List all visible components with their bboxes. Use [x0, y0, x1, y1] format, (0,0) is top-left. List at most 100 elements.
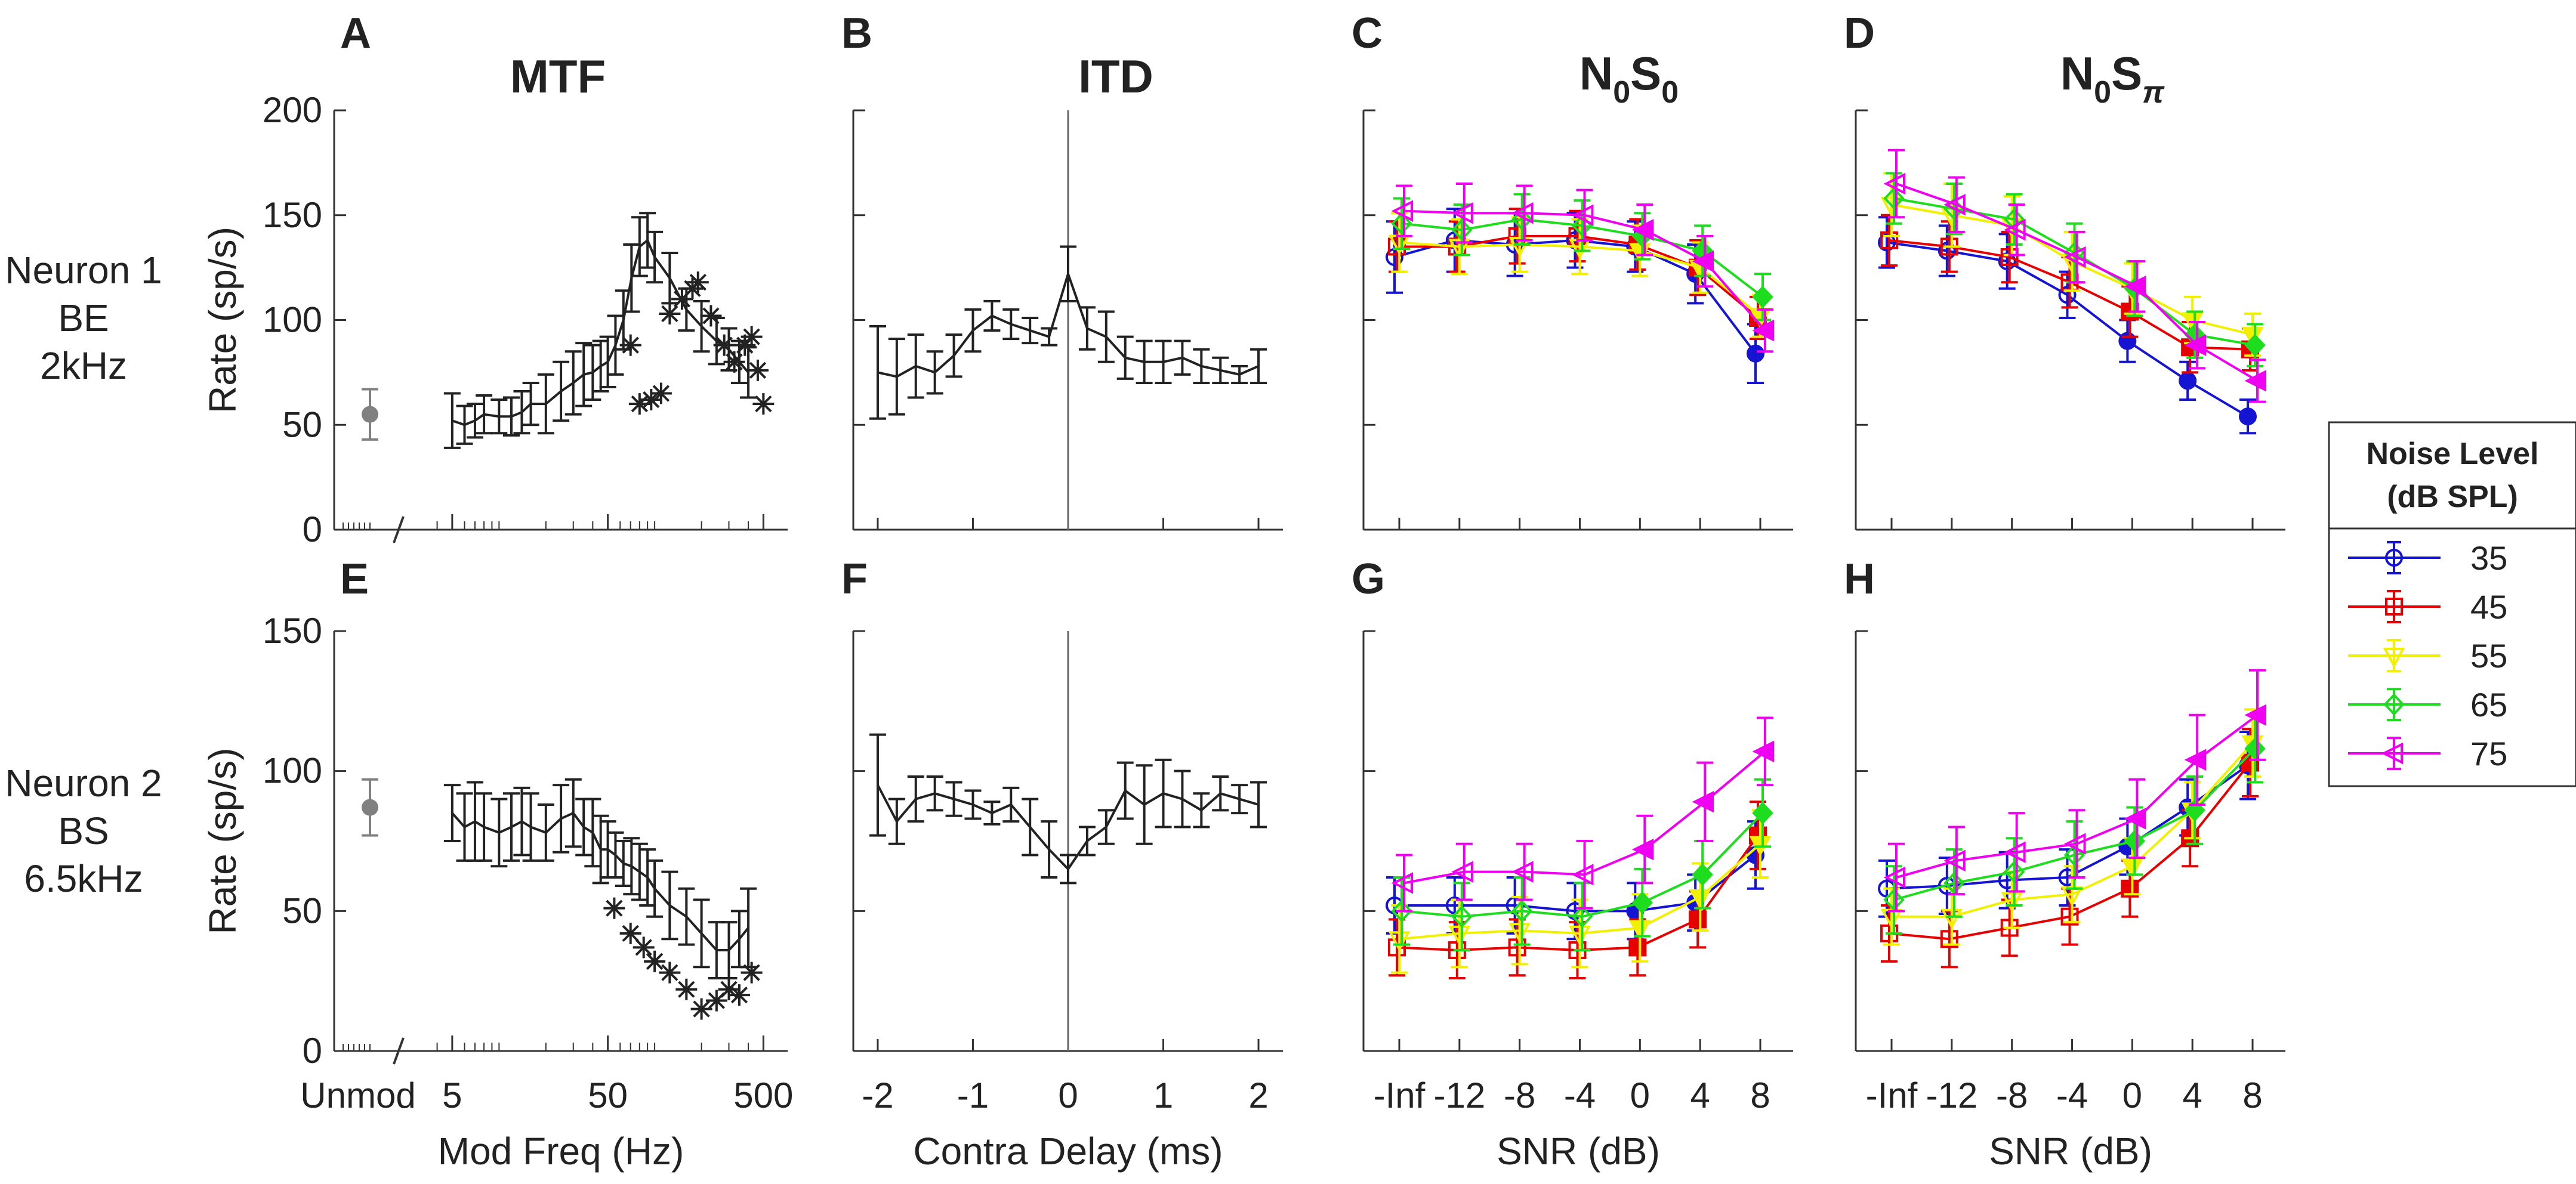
x-tick-label-unmod-E: Unmod	[300, 1075, 415, 1115]
significance-star-E-stroke	[661, 964, 678, 981]
itd-line-F	[877, 784, 1259, 871]
legend-marker-65	[2383, 693, 2405, 716]
panel-letter-H: H	[1844, 555, 1875, 603]
significance-star-A-stroke	[661, 305, 678, 323]
errorbar-35-D	[2239, 398, 2256, 435]
errorbar-65-C	[1574, 199, 1591, 252]
significance-star-E-stroke	[606, 899, 623, 917]
errorbar-75-C	[1696, 234, 1714, 288]
y-tick-label-E: 50	[282, 891, 322, 930]
errorbar-65-D	[2006, 193, 2023, 246]
legend-title-line2: (dB SPL)	[2387, 480, 2518, 514]
significance-star-E	[644, 950, 666, 972]
y-axis-label-A: Rate (sp/s)	[201, 227, 244, 413]
errorbar-75-D	[1888, 149, 1905, 219]
legend-label-45: 45	[2470, 588, 2507, 626]
y-tick-label-A: 100	[263, 300, 322, 340]
significance-star-E-stroke	[678, 981, 695, 998]
errorbar-75-D	[2189, 321, 2206, 370]
significance-star-A	[746, 359, 769, 381]
errorbar-65-D	[1886, 172, 1902, 225]
y-tick-label-E: 150	[263, 611, 322, 651]
errorbar-75-H	[2189, 713, 2206, 806]
errorbar-75-C	[1636, 203, 1653, 256]
significance-star-A	[628, 393, 650, 415]
x-tick-label-E: 500	[733, 1075, 793, 1115]
errorbar-75-D	[2128, 260, 2146, 313]
x-axis-label-G: SNR (dB)	[1497, 1130, 1660, 1173]
legend-label-55: 55	[2470, 637, 2507, 675]
errorbar-65-G	[1634, 867, 1651, 938]
errorbar-75-H	[2249, 669, 2266, 761]
significance-star-A	[713, 334, 735, 356]
x-tick-label-H: 8	[2242, 1075, 2262, 1115]
legend-entry-55: 55	[2348, 637, 2507, 675]
x-tick-label-E: 50	[588, 1075, 628, 1115]
x-tick-label-G: 4	[1690, 1075, 1710, 1115]
significance-star-E	[619, 922, 641, 944]
significance-star-A	[619, 334, 641, 356]
errorbar-75-G	[1696, 761, 1714, 842]
panel-letter-A: A	[340, 10, 371, 57]
panel-letter-C: C	[1352, 10, 1383, 57]
errorbar-75-G	[1757, 716, 1773, 787]
errorbar-75-H	[2068, 809, 2086, 879]
y-tick-label-E: 0	[303, 1031, 322, 1071]
x-tick-label-G: 0	[1630, 1075, 1650, 1115]
significance-star-E	[603, 897, 625, 919]
legend-label-75: 75	[2470, 735, 2507, 772]
x-tick-label-H: 0	[2122, 1075, 2142, 1115]
significance-star-A-stroke	[715, 336, 733, 354]
errorbar-75-G	[1636, 814, 1653, 885]
x-axis-label-F: Contra Delay (ms)	[913, 1130, 1223, 1173]
axis-break-E	[393, 1037, 405, 1065]
significance-star-E-stroke	[622, 925, 639, 942]
legend-entry-65: 65	[2348, 686, 2507, 724]
y-tick-label-E: 100	[263, 751, 322, 791]
errorbar-75-C	[1396, 184, 1412, 237]
significance-star-E	[741, 962, 763, 984]
errorbar-65-H	[2186, 775, 2204, 845]
significance-star-A	[741, 326, 763, 348]
errorbar-75-H	[1948, 826, 1965, 896]
errorbar-65-H	[1886, 865, 1902, 935]
errorbar-75-G	[1396, 854, 1412, 913]
errorbar-75-G	[1576, 840, 1593, 910]
x-tick-label-F: -2	[862, 1075, 893, 1115]
x-tick-label-H: -Inf	[1866, 1075, 1918, 1115]
legend-label-35: 35	[2470, 539, 2507, 577]
row1-line2: BE	[58, 296, 109, 339]
x-tick-label-F: -1	[957, 1075, 989, 1115]
x-tick-label-E: 5	[442, 1075, 462, 1115]
x-tick-label-H: -8	[1996, 1075, 2028, 1115]
x-axis-label-E: Mod Freq (Hz)	[438, 1130, 684, 1173]
significance-star-A-stroke	[689, 274, 707, 291]
significance-star-E	[633, 936, 655, 959]
errorbar-75-H	[2128, 778, 2146, 860]
legend: Noise Level (dB SPL) 35 45 55 65 75	[2328, 421, 2576, 787]
y-tick-label-A: 0	[303, 509, 322, 549]
errorbar-65-C	[1694, 224, 1711, 277]
x-tick-label-F: 2	[1248, 1075, 1268, 1115]
errorbar-75-C	[1576, 188, 1593, 242]
significance-star-E	[675, 978, 698, 1000]
errorbar-75-G	[1516, 842, 1533, 901]
significance-star-E-stroke	[635, 939, 652, 956]
panel-letter-B: B	[841, 10, 872, 57]
errorbar-65-C	[1634, 212, 1651, 261]
mtf-line-E	[451, 811, 749, 952]
errorbar-65-G	[1754, 778, 1771, 848]
title-n0s0: N0S0	[1579, 47, 1679, 110]
row1-line3: 2kHz	[40, 344, 127, 387]
legend-marker-55	[2383, 648, 2405, 669]
y-tick-label-A: 50	[282, 404, 322, 444]
significance-star-A	[687, 271, 709, 293]
x-tick-label-G: -12	[1433, 1075, 1485, 1115]
x-tick-label-H: -12	[1926, 1075, 1977, 1115]
legend-entry-75: 75	[2348, 735, 2507, 772]
x-tick-label-G: -8	[1504, 1075, 1535, 1115]
row-label-neuron-1: Neuron 1 BE 2kHz	[5, 249, 162, 387]
significance-star-A-stroke	[702, 307, 720, 324]
errorbar-75-D	[2068, 230, 2086, 284]
